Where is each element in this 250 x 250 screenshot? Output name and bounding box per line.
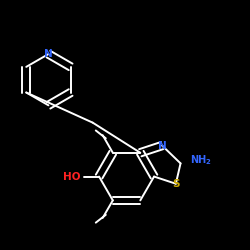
- Text: N: N: [44, 49, 53, 59]
- Text: NH: NH: [190, 154, 207, 164]
- Text: 2: 2: [206, 159, 210, 165]
- Text: HO: HO: [63, 172, 80, 181]
- Text: N: N: [158, 140, 166, 150]
- Text: S: S: [172, 179, 180, 189]
